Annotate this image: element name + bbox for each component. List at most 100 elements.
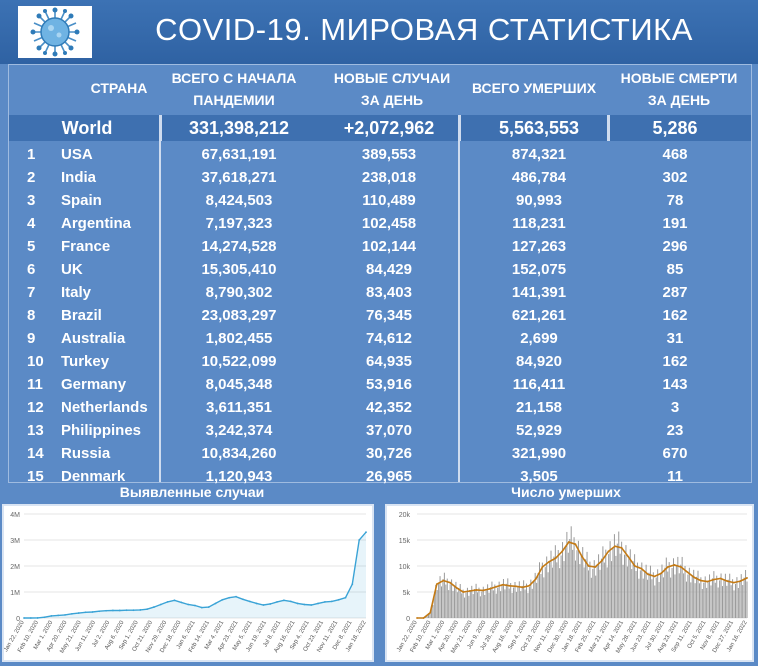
cell-country: Italy (61, 284, 92, 301)
cell-total-deaths: 84,920 (516, 353, 562, 370)
data-point (719, 577, 722, 580)
y-tick-label: 0 (16, 616, 20, 623)
cell-total-cases: 37,618,271 (201, 169, 277, 186)
data-point (680, 566, 682, 568)
data-point (521, 586, 524, 589)
y-tick-label: 10k (399, 564, 411, 571)
data-point (693, 576, 696, 579)
column-divider (159, 115, 162, 141)
data-point (200, 606, 203, 609)
header-banner: COVID-19. МИРОВАЯ СТАТИСТИКА (0, 0, 758, 64)
cell-rank: 5 (27, 238, 36, 255)
data-point (660, 572, 663, 575)
data-point (84, 611, 87, 614)
data-point (153, 606, 155, 608)
data-point (337, 598, 340, 601)
cell-country: Germany (61, 376, 127, 393)
cell-new-deaths: 191 (662, 215, 688, 232)
data-point (462, 591, 465, 593)
cell-total-cases: 67,631,191 (201, 146, 277, 163)
cell-total-deaths: 3,505 (520, 468, 558, 485)
data-point (262, 604, 265, 606)
data-point (732, 581, 735, 584)
data-point (317, 602, 320, 605)
table-row: 13 Philippines 3,242,374 37,070 52,929 23 (9, 419, 751, 442)
data-point (614, 545, 616, 548)
data-point (581, 555, 583, 558)
data-point (488, 587, 491, 590)
table-row: 12 Netherlands 3,611,351 42,352 21,158 3 (9, 396, 751, 419)
data-point (29, 617, 32, 619)
cell-total-cases: 8,045,348 (205, 376, 273, 393)
cell-total-deaths: 21,158 (516, 399, 562, 416)
data-point (351, 583, 354, 586)
cell-country: India (61, 169, 97, 186)
data-point (607, 550, 610, 553)
page-title: COVID-19. МИРОВАЯ СТАТИСТИКА (155, 12, 693, 47)
data-point (706, 580, 709, 583)
world-total-deaths: 5,563,553 (498, 118, 580, 138)
table-row: 1 USA 67,631,191 389,553 874,321 468 (9, 143, 751, 166)
data-point (358, 539, 361, 541)
cell-new-deaths: 162 (662, 353, 688, 370)
cell-total-cases: 1,802,455 (205, 330, 273, 347)
header-country: СТРАНА (90, 80, 148, 96)
column-divider (607, 115, 610, 141)
data-point (187, 603, 190, 606)
data-point (159, 603, 162, 606)
data-point (180, 601, 183, 604)
data-point (640, 567, 643, 570)
data-point (70, 612, 73, 615)
y-tick-label: 0 (406, 616, 410, 623)
column-divider (458, 141, 460, 482)
data-point (653, 575, 656, 578)
data-point (594, 566, 597, 568)
cell-country: Russia (61, 445, 111, 462)
data-point (255, 602, 258, 605)
world-row: World 331,398,212 +2,072,962 5,563,553 5… (9, 115, 751, 141)
data-point (228, 596, 231, 599)
cases-chart-panel: 0 1M 2M 3M 4M Jan 22, 2020 Feb 10, 2020 Mar 1, … (2, 504, 374, 662)
cell-total-deaths: 2,699 (520, 330, 558, 347)
y-tick-label: 1M (10, 590, 20, 597)
data-point (118, 609, 121, 612)
cell-new-deaths: 296 (662, 238, 688, 255)
data-point (541, 566, 544, 568)
cell-new-deaths: 85 (666, 261, 684, 278)
cell-new-cases: 238,018 (361, 169, 417, 186)
cell-total-deaths: 321,990 (511, 445, 567, 462)
cell-total-cases: 14,274,528 (201, 238, 277, 255)
data-point (699, 579, 702, 582)
series-area (24, 532, 366, 618)
data-point (173, 599, 176, 602)
cell-country: Brazil (61, 307, 102, 324)
data-point (235, 595, 237, 598)
cell-new-deaths: 162 (662, 307, 688, 324)
data-point (214, 602, 217, 605)
cell-rank: 14 (27, 445, 44, 462)
data-point (515, 585, 517, 588)
data-point (548, 560, 550, 563)
data-point (482, 589, 484, 592)
cell-new-deaths: 23 (666, 422, 684, 439)
cell-new-cases: 102,458 (361, 215, 417, 232)
cell-new-cases: 76,345 (366, 307, 412, 324)
data-point (43, 616, 46, 619)
cell-country: UK (61, 261, 83, 278)
data-point (166, 600, 169, 603)
y-tick-label: 2M (10, 564, 20, 571)
data-point (627, 555, 630, 558)
table-row: 15 Denmark 1,120,943 26,965 3,505 11 (9, 465, 751, 488)
cell-total-deaths: 141,391 (511, 284, 567, 301)
data-point (276, 600, 278, 603)
cell-new-cases: 84,429 (366, 261, 412, 278)
data-point (416, 617, 418, 619)
cell-rank: 8 (27, 307, 36, 324)
data-point (468, 590, 471, 592)
cell-new-cases: 74,612 (366, 330, 412, 347)
cell-new-cases: 26,965 (366, 468, 412, 485)
data-point (455, 586, 458, 589)
data-point (633, 565, 636, 567)
